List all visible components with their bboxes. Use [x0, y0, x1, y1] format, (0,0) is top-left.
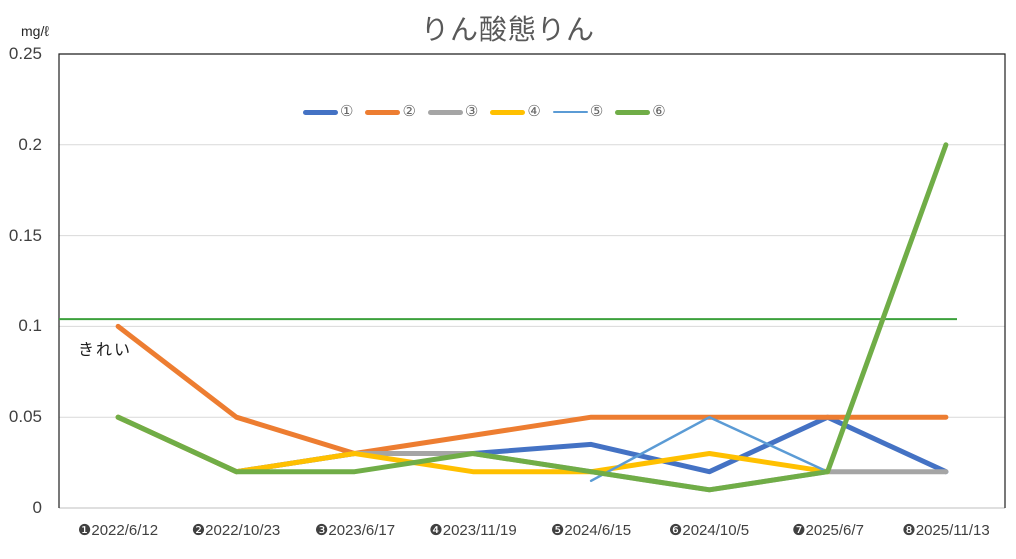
legend-line-swatch — [427, 109, 463, 115]
legend-item-6: ⑥ — [615, 103, 666, 120]
legend-item-3: ③ — [427, 103, 479, 120]
legend-item-1: ① — [303, 104, 353, 120]
legend-item-label: ④ — [527, 103, 541, 120]
x-axis-label: ❻2024/10/5 — [668, 522, 750, 539]
x-axis-label: ❼2025/6/7 — [792, 522, 864, 539]
legend-item-5: ⑤ — [552, 103, 604, 120]
legend-item-label: ⑤ — [589, 103, 604, 120]
legend-line-swatch — [365, 109, 401, 115]
legend-line-swatch — [490, 109, 526, 115]
x-axis-label: ❷2022/10/23 — [191, 522, 281, 539]
legend-item-label: ① — [340, 103, 354, 120]
y-axis-tick-label: 0 — [32, 498, 42, 517]
x-axis-label: ❶2022/6/12 — [77, 522, 159, 539]
series-line-2 — [115, 323, 949, 456]
x-axis-label: ❺2024/6/15 — [550, 522, 632, 539]
y-axis-tick-label: 0.25 — [8, 44, 42, 63]
y-axis-tick-label: 0.1 — [18, 316, 42, 335]
plot-border — [58, 53, 1006, 508]
legend-line-swatch — [303, 109, 338, 115]
series-line-5 — [589, 415, 829, 483]
y-axis-tick-label: 0.05 — [8, 407, 42, 426]
y-axis-tick-label: 0.15 — [8, 226, 42, 245]
reference-line-label: きれい — [78, 342, 133, 359]
series-line-6 — [115, 142, 949, 493]
y-axis-tick-label: 0.2 — [18, 135, 42, 154]
legend-item-2: ② — [365, 103, 416, 120]
chart-title: りん酸態りん — [420, 14, 595, 45]
y-axis-unit-label: mg/ℓ — [21, 23, 49, 39]
legend-item-label: ③ — [464, 103, 479, 120]
legend-item-label: ② — [402, 103, 416, 120]
legend-item-label: ⑥ — [652, 103, 666, 120]
legend-item-4: ④ — [490, 103, 541, 120]
legend-line-swatch — [552, 110, 588, 114]
x-axis-label: ❸2023/6/17 — [314, 522, 396, 539]
x-axis-label: ❹2023/11/19 — [429, 522, 517, 539]
x-axis-label: ❽2025/11/13 — [902, 522, 990, 539]
legend-line-swatch — [615, 109, 651, 115]
chart-legend: ① ② ③ ④ ⑤ ⑥ — [303, 104, 666, 120]
